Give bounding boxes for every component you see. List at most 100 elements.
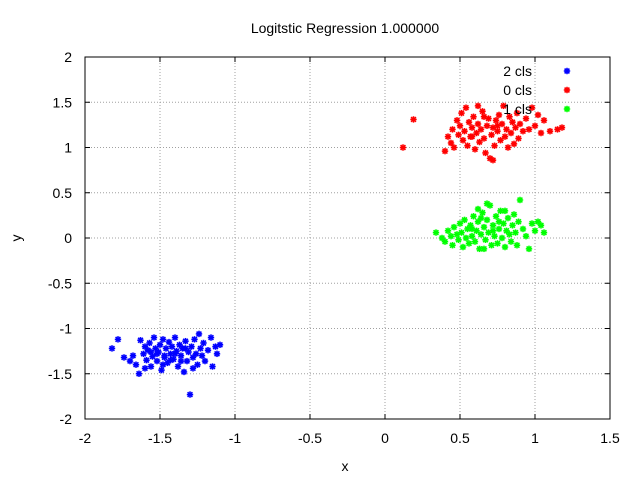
data-point xyxy=(510,211,518,218)
data-point xyxy=(483,122,491,129)
data-point xyxy=(459,137,467,144)
data-point xyxy=(108,345,116,352)
data-point xyxy=(455,236,462,244)
data-point xyxy=(453,117,461,124)
series-2 xyxy=(432,196,548,253)
data-point xyxy=(519,128,527,135)
data-point xyxy=(516,120,524,128)
data-point xyxy=(171,350,179,358)
data-point xyxy=(177,352,185,359)
y-tick-label: -0.5 xyxy=(48,275,72,291)
y-tick-label: -2 xyxy=(60,411,73,427)
data-point xyxy=(195,330,203,338)
data-point xyxy=(474,205,482,213)
data-point xyxy=(174,363,182,370)
data-point xyxy=(479,209,486,216)
data-point xyxy=(525,126,533,133)
data-point xyxy=(462,234,470,242)
chart-title: Logitstic Regression 1.000000 xyxy=(251,20,440,36)
data-point xyxy=(147,348,155,356)
data-point xyxy=(171,334,179,341)
data-point xyxy=(180,368,188,376)
data-point xyxy=(464,142,471,149)
data-point xyxy=(449,126,456,133)
data-point xyxy=(477,231,485,238)
data-point xyxy=(192,350,200,358)
data-point xyxy=(186,391,194,398)
data-point xyxy=(182,345,189,352)
data-point xyxy=(515,135,522,142)
data-point xyxy=(194,361,201,368)
data-point xyxy=(135,370,143,377)
data-point xyxy=(494,240,501,247)
data-point xyxy=(522,232,530,240)
data-point xyxy=(528,104,536,111)
data-point xyxy=(455,131,462,139)
data-point xyxy=(153,357,161,365)
data-point xyxy=(497,137,504,144)
data-point xyxy=(506,231,513,238)
data-point xyxy=(488,242,495,249)
y-tick-label: 1.5 xyxy=(53,94,73,110)
data-point xyxy=(209,363,216,370)
data-point xyxy=(150,334,158,341)
data-point xyxy=(480,113,488,120)
x-tick-label: 1 xyxy=(531,430,539,446)
data-point xyxy=(479,108,486,115)
data-point xyxy=(501,243,509,251)
x-tick-label: 0 xyxy=(381,430,389,446)
data-point xyxy=(470,113,477,120)
axis-ticks xyxy=(84,56,611,420)
data-point xyxy=(489,156,497,164)
x-axis-title: x xyxy=(342,458,349,474)
y-tick-label: 2 xyxy=(64,49,72,65)
data-point xyxy=(198,352,206,359)
data-point xyxy=(482,149,489,157)
data-point xyxy=(540,229,548,236)
data-point xyxy=(468,232,476,240)
data-point xyxy=(468,133,476,140)
data-point xyxy=(459,243,467,251)
data-point xyxy=(485,115,492,122)
data-point xyxy=(449,242,456,249)
data-point xyxy=(528,220,536,227)
data-point xyxy=(509,222,516,229)
data-point xyxy=(399,144,407,151)
tick-labels: -2 -1.5 -1 -0.5 0 0.5 1 1.5 -2 -1.5 -1 -0.5 0 0.5 1 1.5… xyxy=(48,49,620,446)
data-point xyxy=(167,350,174,358)
data-point xyxy=(450,223,458,231)
legend-label: 0 cls xyxy=(503,82,532,98)
data-point xyxy=(153,350,161,358)
data-point xyxy=(491,232,498,240)
data-point xyxy=(504,144,512,151)
data-point xyxy=(461,216,468,224)
data-point xyxy=(161,354,168,361)
data-point xyxy=(488,131,495,139)
legend-marker xyxy=(563,105,571,113)
data-point xyxy=(465,240,473,247)
data-point xyxy=(444,227,452,234)
data-point xyxy=(461,128,468,135)
x-tick-label: -1.5 xyxy=(148,430,172,446)
x-tick-label: -2 xyxy=(79,430,92,446)
data-point xyxy=(507,238,515,245)
data-point xyxy=(495,218,503,225)
data-point xyxy=(447,139,455,147)
data-point xyxy=(471,146,479,153)
data-point xyxy=(473,129,480,137)
data-point xyxy=(191,336,198,343)
data-point xyxy=(480,223,488,231)
data-point xyxy=(515,218,522,225)
data-point xyxy=(474,102,482,110)
data-point xyxy=(512,229,519,236)
data-point xyxy=(525,245,533,253)
data-point xyxy=(509,118,516,126)
data-point xyxy=(483,200,491,207)
data-point xyxy=(498,234,506,242)
data-point xyxy=(140,350,147,358)
data-point xyxy=(491,142,498,149)
data-point xyxy=(447,232,455,240)
data-point xyxy=(489,227,497,234)
